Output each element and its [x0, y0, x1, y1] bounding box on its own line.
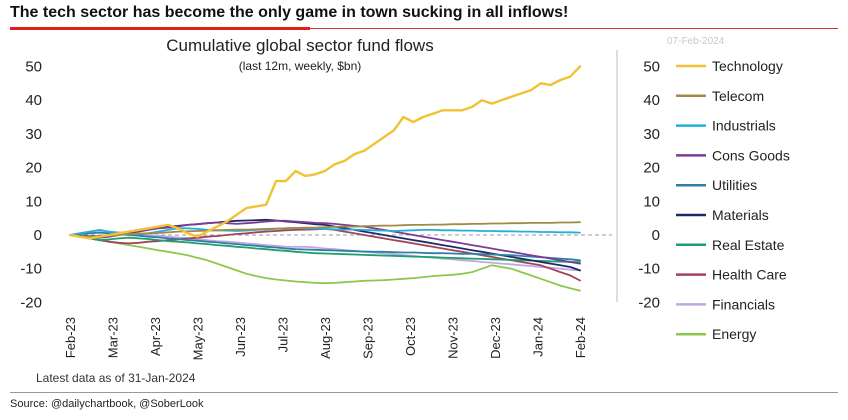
y-tick-label-left: 20 [25, 160, 42, 177]
series-line [69, 226, 581, 236]
chart-title: Cumulative global sector fund flows [166, 36, 433, 55]
series-line [69, 234, 581, 263]
x-tick-label: Nov-23 [446, 317, 461, 359]
y-tick-label-right: -10 [638, 261, 660, 278]
footer-rule [10, 392, 838, 393]
y-tick-label-right: -20 [638, 294, 660, 311]
chart-legend: Technology Telecom Industrials Cons Goods Ut… [676, 58, 790, 342]
series-line [69, 229, 581, 272]
chart-subtitle: (last 12m, weekly, $bn) [239, 59, 362, 73]
series-line [69, 234, 581, 292]
series-line [69, 221, 581, 238]
x-tick-label: Apr-23 [148, 317, 163, 356]
header-rule [310, 28, 838, 29]
y-tick-label-left: 50 [25, 59, 42, 76]
y-tick-label-right: 50 [643, 59, 660, 76]
legend-label: Technology [712, 58, 783, 74]
date-stamp: 07-Feb-2024 [667, 36, 725, 47]
y-tick-label-left: -10 [20, 261, 42, 278]
chart-axes: 50 50 40 40 30 30 20 20 10 10 0 0 -10 -10 -20 -20 Feb-23… [20, 50, 660, 360]
y-tick-label-right: 20 [643, 160, 660, 177]
x-tick-label: Feb-23 [63, 317, 78, 358]
series-line [69, 219, 581, 265]
series-line [69, 231, 581, 262]
legend-label: Health Care [712, 267, 787, 283]
legend-label: Materials [712, 207, 769, 223]
legend-label: Energy [712, 326, 756, 342]
headline: The tech sector has become the only game… [10, 4, 569, 21]
x-tick-label: Mar-23 [106, 317, 121, 358]
legend-label: Industrials [712, 118, 776, 134]
y-tick-label-right: 40 [643, 92, 660, 109]
x-tick-label: Dec-23 [488, 317, 503, 359]
y-tick-label-left: 30 [25, 126, 42, 143]
legend-label: Real Estate [712, 237, 785, 253]
x-tick-label: Feb-24 [573, 317, 588, 358]
chart-series [68, 65, 582, 292]
legend-label: Financials [712, 296, 775, 312]
x-tick-label: Jun-23 [233, 317, 248, 357]
y-tick-label-right: 10 [643, 193, 660, 210]
y-tick-label-left: 40 [25, 92, 42, 109]
x-tick-label: Sep-23 [361, 317, 376, 359]
legend-label: Cons Goods [712, 147, 790, 163]
x-tick-label: Jul-23 [276, 317, 291, 352]
legend-label: Utilities [712, 177, 757, 193]
y-tick-label-right: 0 [652, 227, 660, 244]
legend-label: Telecom [712, 88, 764, 104]
y-tick-label-right: 30 [643, 126, 660, 143]
source-note: Source: @dailychartbook, @SoberLook [10, 398, 204, 410]
y-tick-label-left: 10 [25, 193, 42, 210]
x-tick-label: May-23 [191, 317, 206, 360]
headline-underline [10, 27, 310, 30]
y-tick-label-left: -20 [20, 294, 42, 311]
y-tick-label-left: 0 [34, 227, 42, 244]
x-tick-label: Jan-24 [531, 317, 546, 357]
x-tick-label: Aug-23 [318, 317, 333, 359]
series-line [68, 65, 582, 240]
x-tick-label: Oct-23 [403, 317, 418, 356]
chart-footnote: Latest data as of 31-Jan-2024 [36, 371, 196, 385]
